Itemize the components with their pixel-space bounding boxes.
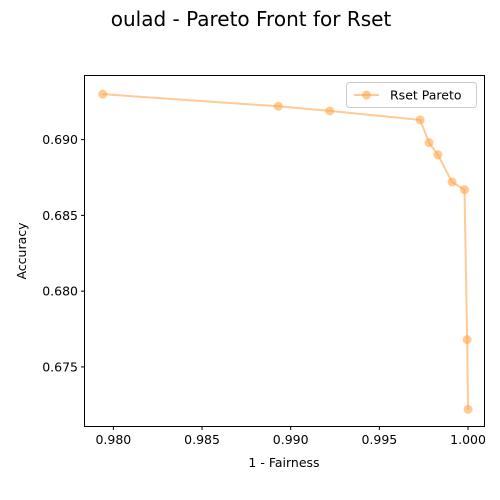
data-point <box>459 185 469 195</box>
y-axis-label: Accuracy <box>14 222 29 280</box>
y-tick-label: 0.690 <box>42 132 78 147</box>
x-tick-label: 0.995 <box>361 432 397 447</box>
chart-title: oulad - Pareto Front for Rset <box>111 7 392 31</box>
y-tick-label: 0.675 <box>42 359 78 374</box>
data-point <box>424 138 434 148</box>
x-tick-label: 1.000 <box>450 432 486 447</box>
x-tick-label: 0.985 <box>184 432 220 447</box>
y-tick-label: 0.685 <box>42 208 78 223</box>
series-layer <box>98 89 473 414</box>
legend: Rset Pareto <box>346 82 477 108</box>
y-axis: 0.675 0.680 0.685 0.690 <box>42 132 85 374</box>
plot-area-frame <box>84 75 485 427</box>
x-tick-label: 0.990 <box>273 432 309 447</box>
data-point <box>462 335 472 345</box>
data-point <box>463 404 473 414</box>
data-point <box>433 150 443 160</box>
data-point <box>325 106 335 116</box>
data-point <box>415 115 425 125</box>
data-point <box>273 101 283 111</box>
y-tick-label: 0.680 <box>42 284 78 299</box>
legend-box <box>346 82 477 108</box>
x-axis: 0.980 0.985 0.990 0.995 1.000 <box>95 426 486 447</box>
data-point <box>98 89 108 99</box>
series-line-rset-pareto <box>102 93 470 410</box>
data-point <box>447 177 457 187</box>
legend-marker-swatch <box>362 90 371 100</box>
x-tick-label: 0.980 <box>95 432 131 447</box>
x-axis-label: 1 - Fairness <box>248 455 319 470</box>
legend-label-rset-pareto: Rset Pareto <box>390 88 462 103</box>
